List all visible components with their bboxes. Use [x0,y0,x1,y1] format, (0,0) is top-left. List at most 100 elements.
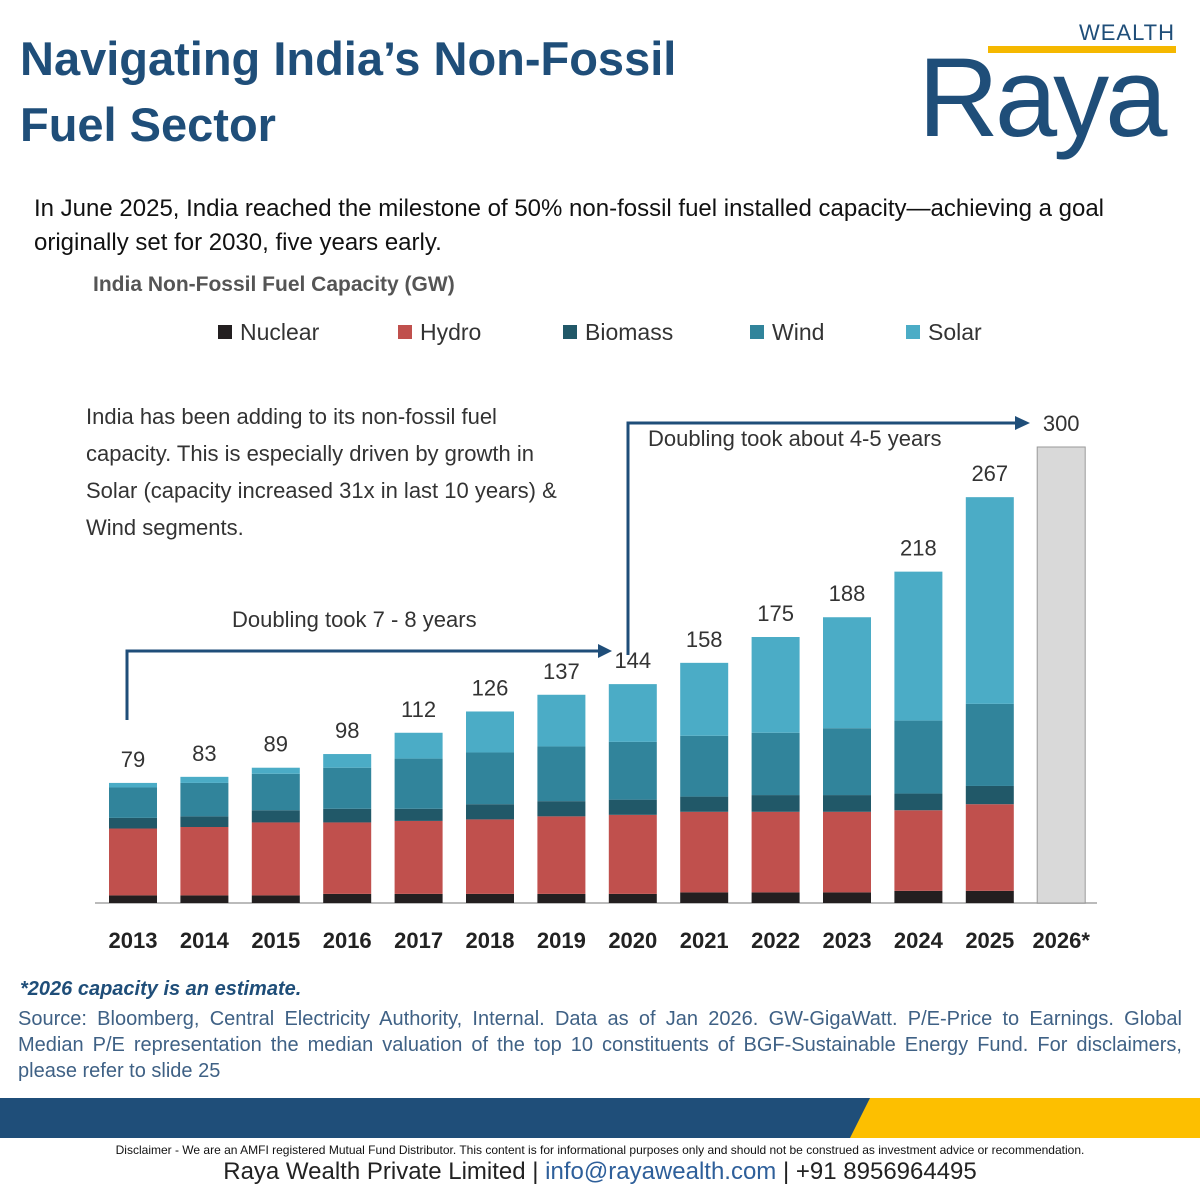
total-label: 137 [543,659,580,684]
arrow-head [598,644,612,658]
bar-segment [894,810,943,891]
bar-segment [180,827,229,896]
bar-segment [394,808,443,821]
estimate-bar [1036,446,1086,904]
contact: Raya Wealth Private Limited | info@rayaw… [0,1158,1200,1186]
bar-segment [466,804,514,820]
x-tick-label: 2025 [965,928,1014,953]
chart: India Non-Fossil Fuel Capacity (GW) Nucl… [93,273,1097,953]
bar-segment [537,801,586,817]
total-label: 188 [829,581,866,606]
logo-tagline: WEALTH [1079,20,1175,45]
bar-segment [251,895,300,903]
footer-band [0,1098,1200,1138]
chart-title: India Non-Fossil Fuel Capacity (GW) [93,273,455,296]
bar-segment [823,795,871,812]
bar-segment [894,793,943,811]
total-label: 126 [472,675,509,700]
x-tick-label: 2020 [608,928,657,953]
bar-segment [680,735,729,797]
bar-segment [680,892,729,903]
x-tick-label: 2015 [251,928,300,953]
total-label: 98 [335,718,359,743]
bar-segment [109,828,157,896]
bar-segment [251,767,300,774]
legend-swatch [563,325,577,339]
total-label: 300 [1043,411,1080,436]
annotation-note: India has been adding to its non-fossil … [86,404,557,540]
bar-segment [251,810,300,823]
bar-segment [394,893,443,903]
bar-segment [394,758,443,809]
bar-segment [823,811,871,893]
bar-segment [751,892,800,903]
bar-segment [965,785,1014,805]
bar-segment [109,787,157,818]
bar-segment [965,497,1014,704]
company: Raya Wealth Private Limited [223,1158,526,1185]
annotation: Doubling took 7 - 8 years [232,607,477,632]
legend-swatch [398,325,412,339]
bar-segment [323,893,372,903]
bar-segment [680,811,729,893]
bar-segment [965,703,1014,786]
legend-swatch [906,325,920,339]
bar-segment [894,890,943,903]
bar-segment [823,892,871,903]
legend-swatch [218,325,232,339]
x-tick-label: 2023 [823,928,872,953]
annotation-arrow [125,421,1015,720]
bar-segment [751,637,800,733]
page-title: Navigating India’s Non-Fossil Fuel Secto… [20,26,676,158]
legend-label: Wind [772,319,824,345]
bar-segment [537,816,586,894]
logo: WEALTH Raya [918,20,1176,160]
x-tick-label: 2024 [894,928,944,953]
bar-segment [608,684,657,742]
total-label: 112 [401,697,436,722]
bar-segment [323,822,372,894]
footnote: *2026 capacity is an estimate. [20,978,302,1000]
bar-segment [251,773,300,811]
bar-segment [109,782,157,788]
legend-label: Hydro [420,319,481,345]
total-label: 89 [264,732,288,757]
bars: 79 2013 83 2014 89 2015 98 2016 112 2017 126 2018 13… [109,411,1091,953]
arrow-head [1015,416,1030,430]
bar-segment [323,808,372,823]
bar-segment [608,893,657,903]
total-label: 218 [900,536,937,561]
email[interactable]: info@rayawealth.com [545,1158,777,1185]
title-line: Navigating India’s Non-Fossil [20,32,677,85]
bar-segment [965,804,1014,891]
disclaimer: Disclaimer - We are an AMFI registered M… [115,1143,1085,1157]
x-tick-label: 2021 [680,928,729,953]
bar-segment [751,811,800,893]
bar-segment [251,822,300,896]
legend-label: Solar [928,319,982,345]
legend-label: Nuclear [240,319,320,345]
x-tick-label: 2017 [394,928,443,953]
x-tick-label: 2018 [466,928,515,953]
bar-segment [180,895,229,903]
bar-segment [680,662,729,736]
legend-swatch [750,325,764,339]
bar-segment [823,617,871,729]
annotation: Doubling took about 4-5 years [648,426,942,451]
bar-segment [466,752,514,805]
legend-label: Biomass [585,319,673,345]
total-label: 79 [121,747,145,772]
bar-segment [466,711,514,753]
bar-segment [537,746,586,802]
bar-segment [608,814,657,894]
bar-segment [466,893,514,903]
total-label: 158 [686,627,723,652]
x-tick-label: 2022 [751,928,800,953]
bar-segment [180,782,229,817]
logo-bar [988,46,1176,53]
bar-segment [537,694,586,747]
total-label: 144 [614,648,651,673]
bar-segment [109,817,157,829]
bar-segment [537,893,586,903]
